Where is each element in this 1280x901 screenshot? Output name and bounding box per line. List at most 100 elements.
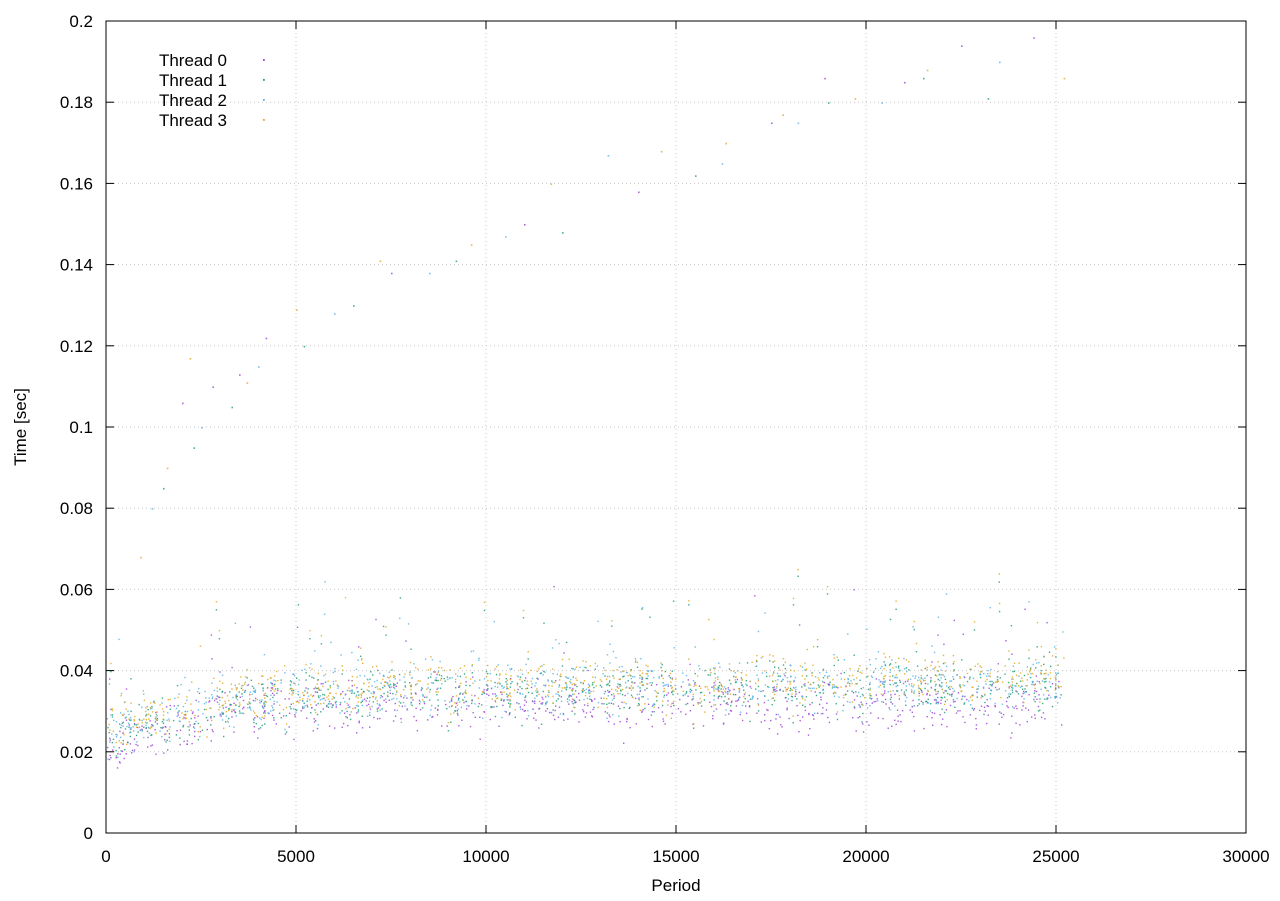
data-point — [745, 680, 747, 682]
data-point — [662, 720, 665, 722]
data-point — [774, 666, 776, 668]
data-point — [1021, 695, 1023, 698]
data-point — [386, 682, 389, 684]
x-axis-title: Period — [651, 876, 700, 895]
data-point — [1008, 687, 1010, 689]
data-point — [578, 721, 580, 723]
data-point — [655, 684, 658, 686]
data-point — [255, 714, 257, 717]
data-point — [574, 702, 576, 704]
data-point — [607, 720, 610, 723]
data-point — [869, 693, 871, 695]
data-point — [777, 667, 780, 669]
data-point — [184, 702, 187, 705]
data-point — [115, 749, 117, 752]
data-point — [889, 683, 891, 686]
data-point — [463, 665, 466, 667]
data-point — [882, 683, 884, 685]
data-point — [949, 685, 951, 688]
data-point — [803, 684, 805, 686]
data-point — [248, 701, 250, 703]
data-point — [416, 730, 419, 732]
data-point — [505, 678, 507, 680]
data-point — [908, 661, 910, 663]
data-point — [661, 711, 664, 713]
data-point — [824, 675, 826, 677]
data-point — [339, 712, 341, 714]
data-point — [926, 668, 928, 671]
data-point — [124, 717, 126, 719]
data-point — [228, 717, 230, 720]
data-point — [914, 677, 916, 679]
data-point — [1056, 696, 1058, 698]
legend-label: Thread 2 — [159, 91, 227, 110]
data-point — [524, 679, 526, 682]
data-point — [309, 629, 311, 632]
data-point — [936, 675, 938, 677]
data-point — [486, 685, 489, 687]
data-point — [292, 708, 295, 710]
data-point — [548, 711, 551, 714]
data-point — [1011, 684, 1014, 686]
data-point — [235, 696, 237, 698]
data-point — [704, 686, 706, 688]
data-point — [717, 678, 719, 680]
data-point — [401, 705, 403, 708]
data-point — [151, 724, 153, 726]
data-point — [847, 633, 849, 635]
data-point — [1016, 707, 1018, 710]
data-point — [612, 675, 614, 677]
data-point — [306, 706, 309, 708]
data-point — [260, 700, 262, 703]
data-point — [558, 695, 561, 697]
data-point — [647, 718, 650, 721]
data-point — [623, 670, 625, 672]
data-point — [342, 722, 345, 725]
data-point — [897, 667, 900, 669]
data-point — [603, 692, 606, 695]
data-point — [766, 675, 768, 678]
data-point — [276, 692, 278, 694]
data-point — [948, 693, 951, 696]
data-point — [653, 676, 655, 679]
data-point — [516, 702, 518, 704]
data-point — [404, 681, 406, 683]
data-point — [670, 681, 672, 683]
data-point — [394, 675, 396, 678]
data-point — [1045, 669, 1047, 671]
data-point — [270, 689, 272, 692]
data-point — [663, 687, 665, 690]
data-point — [670, 705, 672, 708]
data-point — [743, 693, 746, 696]
data-point — [221, 711, 223, 714]
data-point — [357, 705, 359, 707]
data-point — [590, 690, 592, 693]
data-point — [613, 677, 615, 679]
data-point — [924, 682, 927, 685]
data-point — [462, 693, 464, 695]
data-point — [135, 743, 137, 746]
data-point — [882, 694, 884, 697]
data-point — [957, 692, 960, 694]
data-point — [622, 670, 624, 673]
data-point — [216, 690, 219, 692]
data-point — [878, 679, 880, 681]
data-point — [918, 698, 920, 701]
data-point — [169, 726, 171, 728]
data-point — [962, 684, 964, 686]
data-point — [1009, 685, 1012, 687]
data-point — [771, 704, 773, 706]
data-point — [427, 687, 429, 689]
data-point — [115, 741, 117, 744]
data-point — [672, 600, 675, 602]
data-point — [630, 670, 632, 672]
data-point — [1008, 695, 1010, 697]
data-point — [437, 687, 439, 689]
data-point — [1036, 698, 1038, 700]
data-point — [734, 672, 736, 674]
data-point — [290, 708, 292, 710]
data-point — [222, 704, 225, 706]
data-point — [259, 727, 262, 729]
data-point — [216, 698, 218, 700]
data-point — [388, 671, 390, 673]
